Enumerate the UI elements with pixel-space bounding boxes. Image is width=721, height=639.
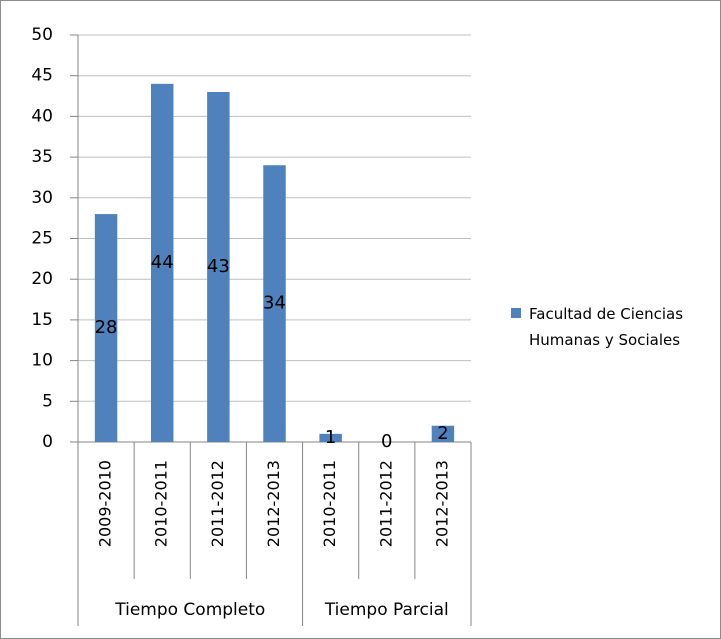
bar	[150, 83, 174, 442]
legend-label: Facultad de Ciencias Humanas y Sociales	[529, 305, 684, 349]
y-tick-label: 35	[31, 147, 53, 167]
data-label: 28	[95, 317, 118, 338]
bar	[207, 91, 230, 442]
y-tick-label: 40	[31, 106, 53, 126]
bar	[431, 425, 455, 442]
x-tick-label: 2009-2010	[96, 460, 115, 547]
y-tick-label: 30	[31, 188, 53, 208]
x-tick-label: 2010-2011	[320, 460, 339, 547]
data-label: 2	[437, 423, 448, 444]
y-tick-label: 25	[31, 229, 53, 249]
x-tick-label: 2011-2012	[208, 460, 227, 547]
group-label: Tiempo Completo	[114, 600, 265, 620]
data-label: 1	[325, 427, 336, 448]
x-tick-label: 2010-2011	[152, 460, 171, 547]
bar	[263, 165, 286, 443]
bar	[319, 433, 342, 442]
data-label: 0	[381, 431, 392, 452]
legend-swatch	[511, 308, 521, 318]
y-tick-label: 0	[42, 432, 53, 452]
data-label: 44	[151, 252, 174, 273]
y-tick-label: 10	[31, 351, 53, 371]
x-tick-label: 2011-2012	[376, 460, 395, 547]
y-tick-label: 45	[31, 66, 53, 86]
y-tick-label: 50	[31, 25, 53, 45]
x-tick-label: 2012-2013	[264, 460, 283, 547]
group-label: Tiempo Parcial	[324, 600, 449, 620]
x-tick-label: 2012-2013	[432, 460, 451, 547]
data-label: 34	[263, 293, 286, 314]
data-label: 43	[207, 256, 230, 277]
y-tick-label: 5	[42, 391, 53, 411]
y-tick-label: 15	[31, 310, 53, 330]
bar	[94, 214, 118, 442]
y-tick-label: 20	[31, 269, 53, 289]
